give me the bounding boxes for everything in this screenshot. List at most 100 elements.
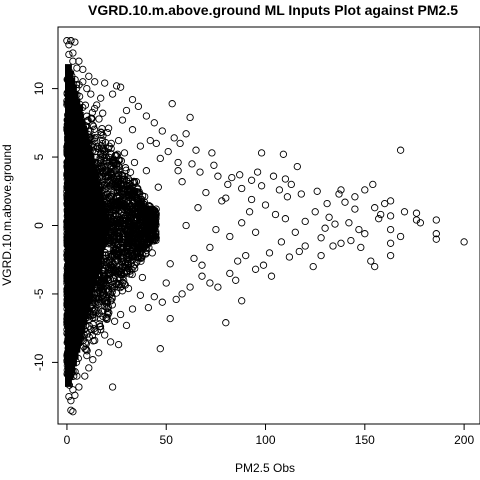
data-point	[166, 314, 174, 323]
data-point	[206, 243, 214, 252]
data-point	[108, 285, 116, 293]
data-point	[194, 204, 202, 212]
data-point	[158, 298, 166, 306]
data-point	[97, 325, 105, 334]
data-point	[170, 134, 178, 142]
data-point	[238, 297, 246, 305]
data-point	[107, 266, 115, 274]
data-point	[313, 187, 321, 195]
data-point-cluster	[65, 173, 99, 182]
data-point	[113, 188, 122, 196]
data-point-cluster	[65, 324, 86, 333]
data-point	[381, 199, 389, 208]
data-point	[351, 205, 359, 213]
data-point-cluster	[65, 77, 76, 86]
data-point	[115, 171, 123, 180]
data-point	[212, 225, 220, 234]
data-point	[156, 345, 164, 353]
data-point	[106, 192, 115, 201]
data-point-cluster	[65, 296, 93, 305]
data-point	[104, 124, 113, 132]
data-point	[144, 212, 153, 220]
data-point	[122, 321, 131, 330]
data-point-cluster	[65, 378, 72, 387]
data-point	[192, 146, 200, 154]
data-point-cluster	[65, 358, 77, 367]
data-point-cluster	[65, 214, 109, 223]
data-point	[137, 253, 146, 261]
data-point	[164, 147, 172, 156]
data-point	[188, 160, 196, 168]
data-point	[271, 210, 280, 219]
data-point	[99, 295, 107, 303]
data-point	[71, 38, 79, 46]
data-point	[210, 161, 218, 169]
data-point	[400, 208, 409, 216]
data-point	[297, 190, 305, 198]
data-point	[172, 295, 180, 304]
data-point	[110, 317, 119, 325]
data-point-cluster	[65, 194, 104, 203]
y-tick-label: -5	[32, 288, 46, 299]
data-point	[375, 215, 383, 223]
data-point	[222, 194, 230, 202]
data-point	[152, 209, 160, 218]
data-point	[65, 392, 73, 401]
data-point	[79, 65, 87, 74]
data-point-cluster	[65, 269, 99, 278]
data-point	[416, 219, 425, 227]
data-point	[148, 249, 156, 257]
data-point	[265, 249, 274, 257]
data-point	[281, 175, 290, 183]
data-point	[95, 115, 103, 123]
data-point	[152, 139, 160, 148]
data-point	[95, 145, 103, 153]
data-point-cluster	[65, 331, 84, 339]
data-point	[432, 216, 440, 224]
data-point	[150, 119, 158, 127]
data-point	[81, 372, 89, 380]
y-axis: -10 -5 0 5 10	[32, 82, 58, 371]
data-point-cluster	[65, 317, 87, 326]
data-point	[67, 406, 75, 414]
data-point	[267, 272, 276, 280]
data-point-cluster	[65, 146, 93, 155]
data-point	[138, 273, 147, 282]
data-point	[144, 237, 152, 245]
data-point	[208, 149, 216, 157]
x-tick-label: 200	[454, 433, 474, 447]
data-point-cluster	[65, 242, 106, 250]
data-point	[69, 408, 77, 416]
data-point	[83, 84, 91, 93]
data-point	[309, 262, 317, 271]
data-point-cluster	[65, 310, 89, 319]
y-axis-label: VGRD.10.m.above.ground	[0, 144, 14, 285]
data-point-cluster	[65, 70, 74, 79]
data-point	[122, 106, 131, 115]
data-point-cluster	[65, 139, 91, 148]
data-point	[127, 214, 135, 223]
data-point	[100, 302, 109, 310]
data-point	[295, 247, 303, 256]
data-point	[108, 301, 116, 309]
data-point	[335, 190, 343, 198]
data-point	[154, 183, 162, 191]
data-point	[317, 251, 325, 260]
data-point	[228, 173, 236, 182]
data-point	[135, 220, 143, 228]
data-point	[110, 159, 118, 168]
data-point	[301, 242, 309, 250]
data-point	[198, 272, 206, 280]
data-point	[156, 154, 164, 163]
data-point	[242, 251, 250, 260]
data-point	[75, 383, 83, 391]
data-point	[214, 172, 222, 180]
dense-point-cloud	[63, 37, 160, 414]
data-point	[106, 168, 115, 176]
data-point	[134, 102, 143, 111]
data-point	[158, 127, 166, 135]
data-point	[119, 219, 127, 227]
data-point	[386, 212, 395, 220]
data-point	[89, 356, 97, 364]
data-point	[126, 168, 135, 176]
